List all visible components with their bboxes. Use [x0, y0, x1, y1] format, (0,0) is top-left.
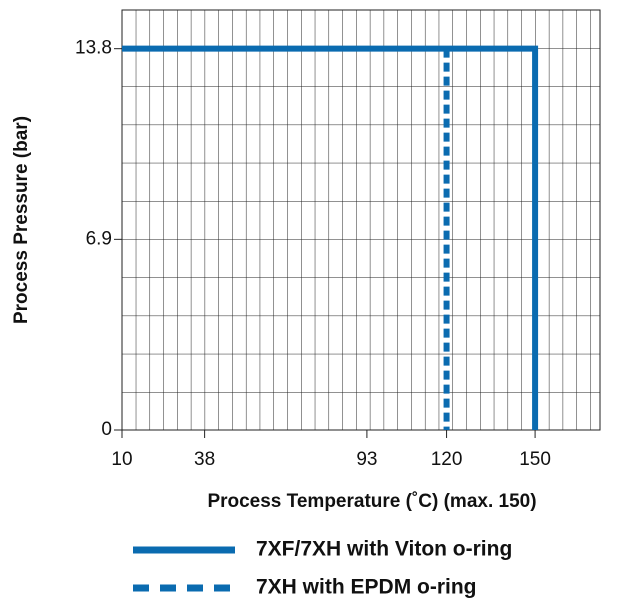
x-tick-label: 10 [111, 449, 132, 470]
y-tick-label: 13.8 [75, 38, 112, 59]
x-tick-label: 38 [194, 449, 215, 470]
y-tick-label: 0 [101, 419, 112, 440]
grid-background [121, 9, 601, 431]
y-axis-label: Process Pressure (bar) [11, 116, 32, 324]
x-tick-label: 120 [431, 449, 463, 470]
legend-label: 7XH with EPDM o-ring [256, 576, 477, 599]
legend-label: 7XF/7XH with Viton o-ring [256, 538, 512, 561]
series-line [122, 45, 539, 430]
x-axis-label: Process Temperature (˚C) (max. 150) [207, 491, 536, 512]
x-tick-label: 150 [519, 449, 551, 470]
x-tick-label: 93 [356, 449, 377, 470]
y-tick-label: 6.9 [86, 228, 112, 249]
